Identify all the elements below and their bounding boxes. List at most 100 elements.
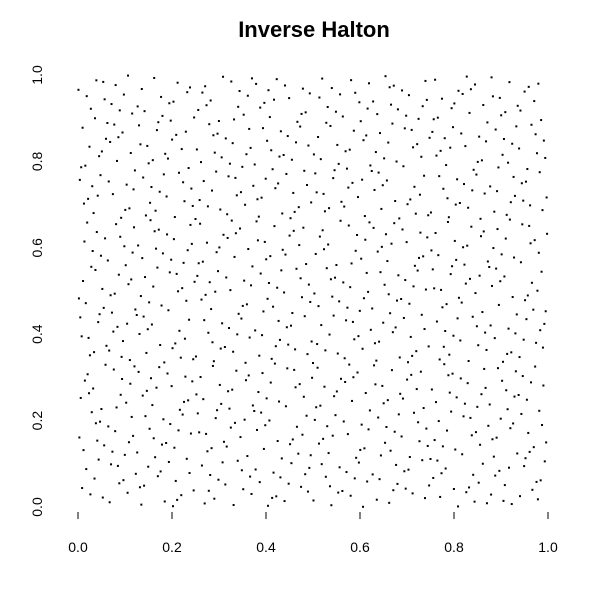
data-point	[450, 107, 453, 110]
data-point	[382, 321, 385, 324]
data-point	[100, 408, 103, 411]
data-point	[429, 211, 432, 214]
data-point	[237, 105, 240, 108]
data-point	[200, 298, 203, 301]
data-point	[307, 283, 310, 286]
x-tick-label: 1.0	[538, 539, 558, 555]
data-point	[504, 111, 507, 114]
data-point	[442, 345, 445, 348]
data-point	[437, 420, 440, 423]
data-point	[166, 233, 169, 236]
data-point	[513, 395, 516, 398]
data-point	[383, 157, 386, 160]
data-point	[282, 154, 285, 156]
data-point	[371, 473, 374, 476]
data-point	[143, 110, 146, 113]
data-point	[414, 212, 417, 215]
data-point	[402, 316, 405, 319]
data-point	[384, 233, 387, 236]
data-point	[321, 77, 324, 80]
data-point	[297, 452, 300, 455]
data-point	[296, 120, 299, 123]
data-point	[368, 409, 371, 412]
data-point	[128, 207, 131, 210]
data-point	[510, 351, 513, 354]
data-point	[259, 106, 262, 109]
data-point	[183, 200, 186, 203]
data-point	[461, 453, 464, 456]
data-point	[474, 431, 477, 434]
data-point	[371, 307, 374, 310]
data-point	[88, 392, 91, 395]
data-point	[449, 273, 452, 276]
data-point	[247, 374, 250, 377]
data-point	[336, 352, 339, 355]
data-point	[510, 503, 513, 506]
data-point	[546, 232, 549, 235]
data-point	[231, 142, 234, 145]
data-point	[200, 464, 203, 467]
data-point	[409, 198, 412, 201]
data-point	[149, 219, 152, 222]
data-point	[323, 385, 326, 388]
data-point	[423, 328, 426, 331]
data-point	[258, 354, 261, 357]
data-point	[170, 258, 173, 261]
data-point	[328, 207, 331, 210]
data-point	[196, 274, 199, 277]
data-point	[489, 324, 492, 327]
data-point	[534, 365, 537, 368]
data-point	[467, 360, 470, 363]
data-point	[396, 108, 399, 111]
data-point	[373, 364, 376, 367]
data-point	[448, 353, 451, 356]
data-point	[355, 456, 358, 459]
data-point	[331, 295, 334, 298]
data-point	[246, 455, 249, 458]
data-point	[234, 176, 237, 179]
data-point	[373, 342, 376, 345]
data-point	[541, 424, 544, 427]
data-point	[310, 201, 313, 204]
data-point	[154, 209, 157, 212]
data-point	[529, 242, 532, 245]
data-point	[137, 244, 140, 247]
data-point	[124, 264, 127, 267]
data-point	[530, 281, 533, 284]
y-tick-label: 0.4	[29, 324, 45, 344]
data-point	[287, 482, 290, 485]
data-point	[153, 230, 156, 233]
data-point	[288, 97, 291, 100]
data-point	[83, 379, 86, 382]
data-point	[356, 371, 359, 374]
data-point	[131, 112, 134, 115]
data-point	[306, 184, 309, 187]
data-point	[301, 87, 304, 90]
data-point	[349, 286, 352, 289]
data-point	[261, 334, 264, 337]
data-point	[244, 203, 247, 206]
data-point	[175, 133, 178, 136]
data-point	[206, 205, 209, 208]
data-point	[176, 498, 179, 501]
data-point	[229, 426, 232, 429]
data-point	[227, 175, 230, 178]
data-point	[176, 81, 179, 84]
data-point	[472, 473, 475, 476]
data-point	[382, 402, 385, 405]
data-point	[140, 88, 143, 91]
data-point	[197, 262, 200, 265]
data-point	[279, 476, 282, 479]
data-point	[266, 139, 269, 142]
data-point	[118, 482, 121, 485]
data-point	[264, 424, 267, 427]
data-point	[359, 448, 362, 451]
data-point	[102, 306, 105, 309]
data-point	[255, 82, 258, 85]
data-point	[268, 116, 271, 119]
data-point	[217, 120, 220, 123]
data-point	[91, 250, 94, 252]
data-point	[453, 102, 456, 105]
y-tick-label: 0.2	[29, 411, 45, 431]
data-point	[505, 213, 508, 216]
